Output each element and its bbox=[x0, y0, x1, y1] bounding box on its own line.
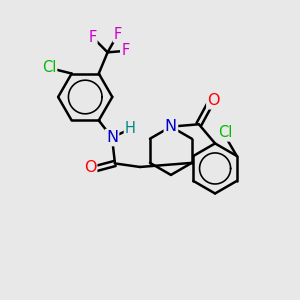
Text: O: O bbox=[84, 160, 96, 175]
Text: O: O bbox=[207, 93, 220, 108]
Text: Cl: Cl bbox=[42, 60, 56, 75]
Text: H: H bbox=[125, 121, 136, 136]
Text: F: F bbox=[114, 27, 122, 42]
Text: F: F bbox=[121, 44, 129, 59]
Text: Cl: Cl bbox=[218, 125, 232, 140]
Text: F: F bbox=[88, 29, 96, 44]
Text: N: N bbox=[106, 130, 118, 145]
Text: N: N bbox=[165, 119, 177, 134]
